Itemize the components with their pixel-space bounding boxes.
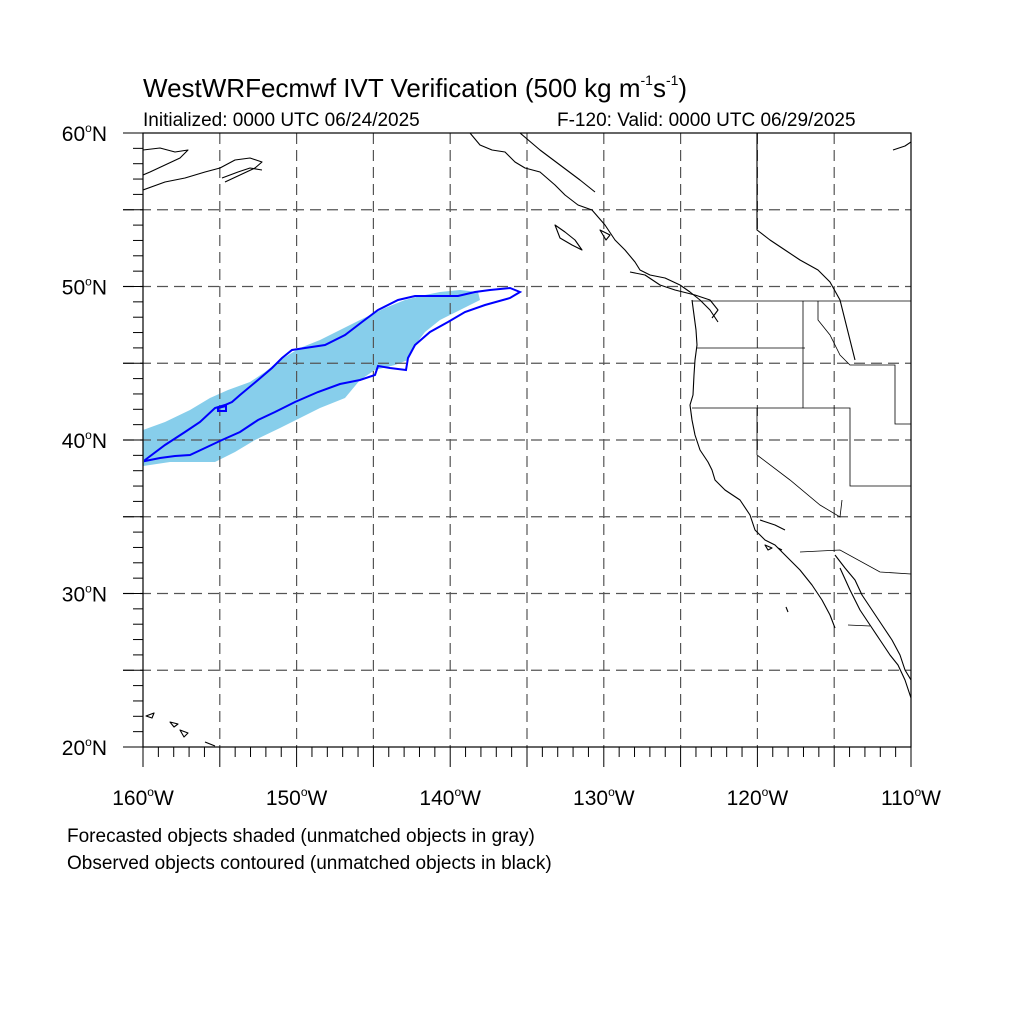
valid-time: F-120: Valid: 0000 UTC 06/29/2025 xyxy=(557,110,856,131)
forecast-note: Forecasted objects shaded (unmatched obj… xyxy=(67,826,535,847)
latitude-label: 20oN xyxy=(62,735,107,760)
longitude-label: 140oW xyxy=(419,785,481,810)
observed-object-contour xyxy=(144,286,523,463)
latitude-labels: 20oN 30oN 40oN 50oN 60oN xyxy=(62,121,107,760)
coastlines xyxy=(143,133,911,747)
latitude-label: 30oN xyxy=(62,582,107,607)
title-unit-s: s xyxy=(652,73,666,103)
latitude-label: 40oN xyxy=(62,428,107,453)
longitude-label: 110oW xyxy=(881,785,941,810)
latitude-label: 60oN xyxy=(62,121,107,146)
title-close: ) xyxy=(678,73,688,103)
observed-note: Observed objects contoured (unmatched ob… xyxy=(67,853,552,874)
longitude-label: 160oW xyxy=(112,785,174,810)
longitude-label: 130oW xyxy=(573,785,635,810)
chart-title: WestWRFecmwf IVT Verification (500 kg m-… xyxy=(143,72,687,104)
longitude-label: 120oW xyxy=(727,785,789,810)
forecast-object-shading xyxy=(143,290,480,466)
title-exponent-1: -1 xyxy=(640,72,653,88)
latitude-label: 50oN xyxy=(62,275,107,300)
title-exponent-2: -1 xyxy=(665,72,679,88)
longitude-label: 150oW xyxy=(266,785,328,810)
title-text: WestWRFecmwf IVT Verification (500 kg m xyxy=(143,73,641,103)
graticule xyxy=(123,133,911,747)
state-borders xyxy=(692,300,911,627)
init-time: Initialized: 0000 UTC 06/24/2025 xyxy=(143,110,420,131)
axis-ticks xyxy=(123,132,912,767)
longitude-labels: 160oW 150oW 140oW 130oW 120oW 110oW xyxy=(112,785,941,810)
